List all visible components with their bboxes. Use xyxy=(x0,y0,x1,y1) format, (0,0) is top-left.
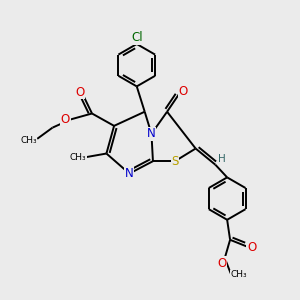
Text: CH₃: CH₃ xyxy=(70,153,86,162)
Text: CH₃: CH₃ xyxy=(20,136,37,145)
Text: O: O xyxy=(217,257,226,270)
Text: CH₃: CH₃ xyxy=(231,270,247,279)
Text: N: N xyxy=(147,127,156,140)
Text: H: H xyxy=(218,154,226,164)
Text: O: O xyxy=(178,85,188,98)
Text: O: O xyxy=(75,86,84,99)
Text: S: S xyxy=(171,155,179,168)
Text: O: O xyxy=(247,241,256,254)
Text: O: O xyxy=(61,113,70,126)
Text: N: N xyxy=(125,167,134,180)
Text: Cl: Cl xyxy=(131,31,142,44)
